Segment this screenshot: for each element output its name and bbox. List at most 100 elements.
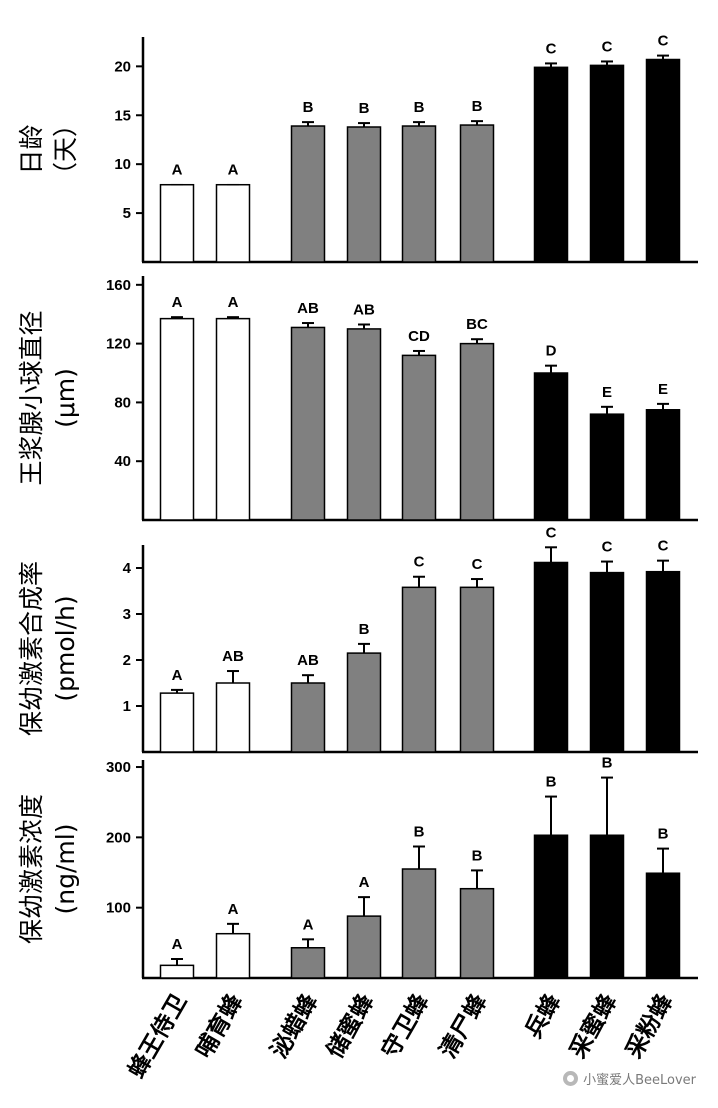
y-tick-label: 1 [123,698,131,715]
significance-label: A [359,874,370,891]
significance-label: C [658,33,669,50]
x-category-label: 采蜜蜂 [564,989,622,1063]
bar [346,652,382,753]
watermark-text: 小蜜爱人BeeLover [583,1073,696,1088]
bar [215,932,251,979]
y-tick-label: 4 [123,560,132,577]
bar [215,682,251,753]
bar [645,409,681,521]
significance-label: A [172,294,183,311]
bar [401,586,437,753]
significance-label: B [414,823,425,840]
significance-label: D [546,343,557,360]
bar [401,354,437,521]
bar [346,915,382,979]
significance-label: B [414,99,425,116]
panel-3: 1 2 3 4 保幼激素合成率 (pmol/h) A AB AB B C C C C C [17,524,698,754]
x-category-label: 蜂王侍卫 [123,990,192,1083]
bar [159,692,195,753]
y-axis-label: 保幼激素浓度 (ng/ml) [17,794,80,944]
bar [589,64,625,263]
x-category-label: 储蜜蜂 [321,989,379,1063]
significance-label: A [172,162,183,179]
bar [533,561,569,753]
watermark: 小蜜爱人BeeLover [563,1069,696,1088]
x-category-label: 泌蜡蜂 [265,989,323,1063]
bar [215,183,251,263]
significance-label: B [472,847,483,864]
panel-2: 40 80 120 160 王浆腺小球直径 (μm) A A AB AB CD BC D E E [17,276,698,522]
significance-label: A [228,162,239,179]
significance-label: B [546,774,557,791]
panel-1: 5 10 15 20 日龄 （天） A A B B B B C C C [17,33,698,264]
bar [533,372,569,521]
wechat-icon [563,1071,579,1086]
y-tick-label: 300 [106,759,131,776]
significance-label: AB [297,300,319,317]
x-category-label: 兵蜂 [520,989,567,1043]
panel-4: 100 200 300 保幼激素浓度 (ng/ml) A A A A B B B B B [17,755,698,980]
significance-label: C [414,554,425,571]
y-axis-label: 保幼激素合成率 (pmol/h) [17,561,80,736]
significance-label: A [228,901,239,918]
x-category-label: 哺育蜂 [190,989,248,1063]
bar [459,887,495,979]
x-category-label: 清尸蜂 [434,989,492,1063]
x-category-label: 守卫蜂 [376,989,434,1063]
y-tick-label: 160 [106,277,131,294]
significance-label: E [658,381,668,398]
y-tick-label: 2 [123,652,131,669]
significance-label: B [602,755,613,772]
y-tick-label: 20 [114,58,131,75]
significance-label: B [359,621,370,638]
x-category-label: 采粉蜂 [620,989,678,1063]
bar [290,326,326,521]
bar [645,872,681,979]
bar [589,413,625,521]
bar [589,834,625,979]
bar [533,834,569,979]
bar [215,317,251,521]
bar [290,125,326,263]
bar [346,126,382,263]
bar [459,342,495,521]
bar [645,570,681,753]
bar [589,571,625,753]
bar [401,125,437,263]
bar [346,328,382,521]
significance-label: B [359,100,370,117]
significance-label: BC [466,316,488,333]
bar [159,964,195,979]
significance-label: A [228,294,239,311]
y-tick-label: 200 [106,829,131,846]
y-axis-label: 王浆腺小球直径 (μm) [17,310,80,485]
significance-label: AB [297,652,319,669]
significance-label: B [472,98,483,115]
y-tick-label: 40 [114,453,131,470]
significance-label: C [602,38,613,55]
significance-label: AB [353,302,375,319]
y-tick-label: 120 [106,336,131,353]
bar [459,124,495,263]
bar [159,183,195,263]
bar [459,586,495,753]
significance-label: C [602,539,613,556]
significance-label: E [602,384,612,401]
significance-label: C [472,556,483,573]
y-tick-label: 10 [114,156,131,173]
significance-label: C [546,524,557,541]
significance-label: CD [408,328,430,345]
significance-label: C [546,40,557,57]
y-axis-label: 日龄 （天） [17,112,80,187]
significance-label: A [303,916,314,933]
y-tick-label: 3 [123,606,131,623]
significance-label: C [658,538,669,555]
bar [401,868,437,979]
y-tick-label: 80 [114,394,131,411]
bar [533,66,569,263]
significance-label: A [172,936,183,953]
y-tick-label: 100 [106,900,131,917]
significance-label: AB [222,648,244,665]
bar [290,682,326,753]
